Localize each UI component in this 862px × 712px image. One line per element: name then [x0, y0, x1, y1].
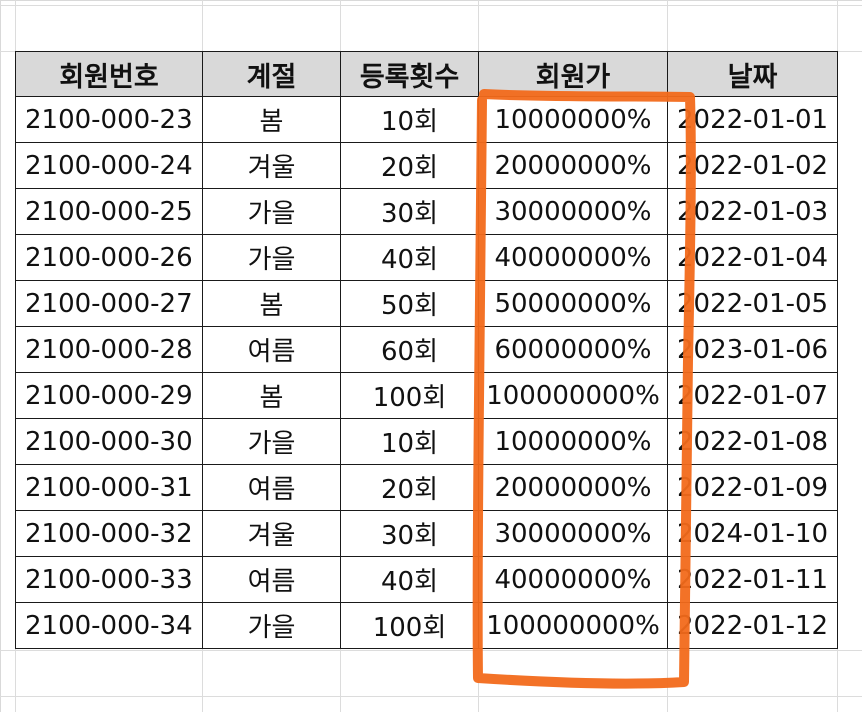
sheet-gridline	[0, 696, 862, 697]
sheet-gridline	[837, 0, 838, 712]
cell-season[interactable]: 여름	[202, 464, 341, 511]
cell-registration-count[interactable]: 30회	[340, 510, 479, 557]
cell-member-price[interactable]: 10000000%	[478, 96, 668, 143]
table-row: 2100-000-28 여름 60회 60000000% 2023-01-06	[15, 326, 838, 373]
header-cell-member-price[interactable]: 회원가	[478, 51, 668, 97]
cell-registration-count[interactable]: 10회	[340, 96, 479, 143]
cell-member-price[interactable]: 100000000%	[478, 372, 668, 419]
cell-member-number[interactable]: 2100-000-34	[15, 602, 203, 649]
cell-member-price[interactable]: 50000000%	[478, 280, 668, 327]
cell-season[interactable]: 여름	[202, 556, 341, 603]
sheet-gridline	[0, 650, 862, 651]
cell-member-number[interactable]: 2100-000-27	[15, 280, 203, 327]
cell-registration-count[interactable]: 50회	[340, 280, 479, 327]
cell-registration-count[interactable]: 20회	[340, 142, 479, 189]
cell-registration-count[interactable]: 100회	[340, 602, 479, 649]
cell-member-price[interactable]: 10000000%	[478, 418, 668, 465]
table-row: 2100-000-25 가을 30회 30000000% 2022-01-03	[15, 188, 838, 235]
table-row: 2100-000-27 봄 50회 50000000% 2022-01-05	[15, 280, 838, 327]
sheet-gridline	[0, 5, 862, 6]
table-row: 2100-000-23 봄 10회 10000000% 2022-01-01	[15, 96, 838, 143]
header-cell-date[interactable]: 날짜	[667, 51, 838, 97]
table-row: 2100-000-24 겨울 20회 20000000% 2022-01-02	[15, 142, 838, 189]
header-cell-season[interactable]: 계절	[202, 51, 341, 97]
cell-date[interactable]: 2022-01-07	[667, 372, 838, 419]
cell-member-price[interactable]: 40000000%	[478, 556, 668, 603]
cell-registration-count[interactable]: 40회	[340, 234, 479, 281]
cell-date[interactable]: 2022-01-12	[667, 602, 838, 649]
cell-registration-count[interactable]: 60회	[340, 326, 479, 373]
cell-member-number[interactable]: 2100-000-28	[15, 326, 203, 373]
member-table: 회원번호 계절 등록횟수 회원가 날짜 2100-000-23 봄 10회 10…	[15, 51, 838, 649]
cell-season[interactable]: 가을	[202, 602, 341, 649]
table-row: 2100-000-32 겨울 30회 30000000% 2024-01-10	[15, 510, 838, 557]
cell-season[interactable]: 겨울	[202, 142, 341, 189]
cell-date[interactable]: 2024-01-10	[667, 510, 838, 557]
header-cell-registration-count[interactable]: 등록횟수	[340, 51, 479, 97]
cell-date[interactable]: 2022-01-01	[667, 96, 838, 143]
cell-registration-count[interactable]: 10회	[340, 418, 479, 465]
cell-season[interactable]: 가을	[202, 418, 341, 465]
cell-member-price[interactable]: 30000000%	[478, 510, 668, 557]
cell-date[interactable]: 2022-01-08	[667, 418, 838, 465]
cell-member-number[interactable]: 2100-000-30	[15, 418, 203, 465]
cell-member-price[interactable]: 100000000%	[478, 602, 668, 649]
cell-member-number[interactable]: 2100-000-31	[15, 464, 203, 511]
cell-member-number[interactable]: 2100-000-24	[15, 142, 203, 189]
cell-date[interactable]: 2022-01-05	[667, 280, 838, 327]
cell-registration-count[interactable]: 20회	[340, 464, 479, 511]
table-row: 2100-000-29 봄 100회 100000000% 2022-01-07	[15, 372, 838, 419]
cell-season[interactable]: 가을	[202, 234, 341, 281]
cell-season[interactable]: 여름	[202, 326, 341, 373]
cell-date[interactable]: 2022-01-04	[667, 234, 838, 281]
cell-member-price[interactable]: 40000000%	[478, 234, 668, 281]
cell-member-price[interactable]: 20000000%	[478, 142, 668, 189]
header-row: 회원번호 계절 등록횟수 회원가 날짜	[15, 51, 838, 97]
table-row: 2100-000-31 여름 20회 20000000% 2022-01-09	[15, 464, 838, 511]
cell-season[interactable]: 겨울	[202, 510, 341, 557]
cell-date[interactable]: 2022-01-09	[667, 464, 838, 511]
cell-season[interactable]: 가을	[202, 188, 341, 235]
table-row: 2100-000-26 가을 40회 40000000% 2022-01-04	[15, 234, 838, 281]
cell-member-number[interactable]: 2100-000-32	[15, 510, 203, 557]
table-row: 2100-000-30 가을 10회 10000000% 2022-01-08	[15, 418, 838, 465]
cell-season[interactable]: 봄	[202, 96, 341, 143]
cell-member-number[interactable]: 2100-000-23	[15, 96, 203, 143]
cell-member-number[interactable]: 2100-000-25	[15, 188, 203, 235]
cell-member-number[interactable]: 2100-000-33	[15, 556, 203, 603]
cell-registration-count[interactable]: 40회	[340, 556, 479, 603]
cell-member-number[interactable]: 2100-000-29	[15, 372, 203, 419]
table-row: 2100-000-34 가을 100회 100000000% 2022-01-1…	[15, 602, 838, 649]
cell-registration-count[interactable]: 100회	[340, 372, 479, 419]
cell-date[interactable]: 2022-01-02	[667, 142, 838, 189]
table-row: 2100-000-33 여름 40회 40000000% 2022-01-11	[15, 556, 838, 603]
cell-date[interactable]: 2023-01-06	[667, 326, 838, 373]
cell-member-price[interactable]: 60000000%	[478, 326, 668, 373]
cell-member-price[interactable]: 30000000%	[478, 188, 668, 235]
cell-date[interactable]: 2022-01-11	[667, 556, 838, 603]
header-cell-member-number[interactable]: 회원번호	[15, 51, 203, 97]
cell-season[interactable]: 봄	[202, 372, 341, 419]
cell-season[interactable]: 봄	[202, 280, 341, 327]
cell-date[interactable]: 2022-01-03	[667, 188, 838, 235]
cell-registration-count[interactable]: 30회	[340, 188, 479, 235]
cell-member-price[interactable]: 20000000%	[478, 464, 668, 511]
cell-member-number[interactable]: 2100-000-26	[15, 234, 203, 281]
